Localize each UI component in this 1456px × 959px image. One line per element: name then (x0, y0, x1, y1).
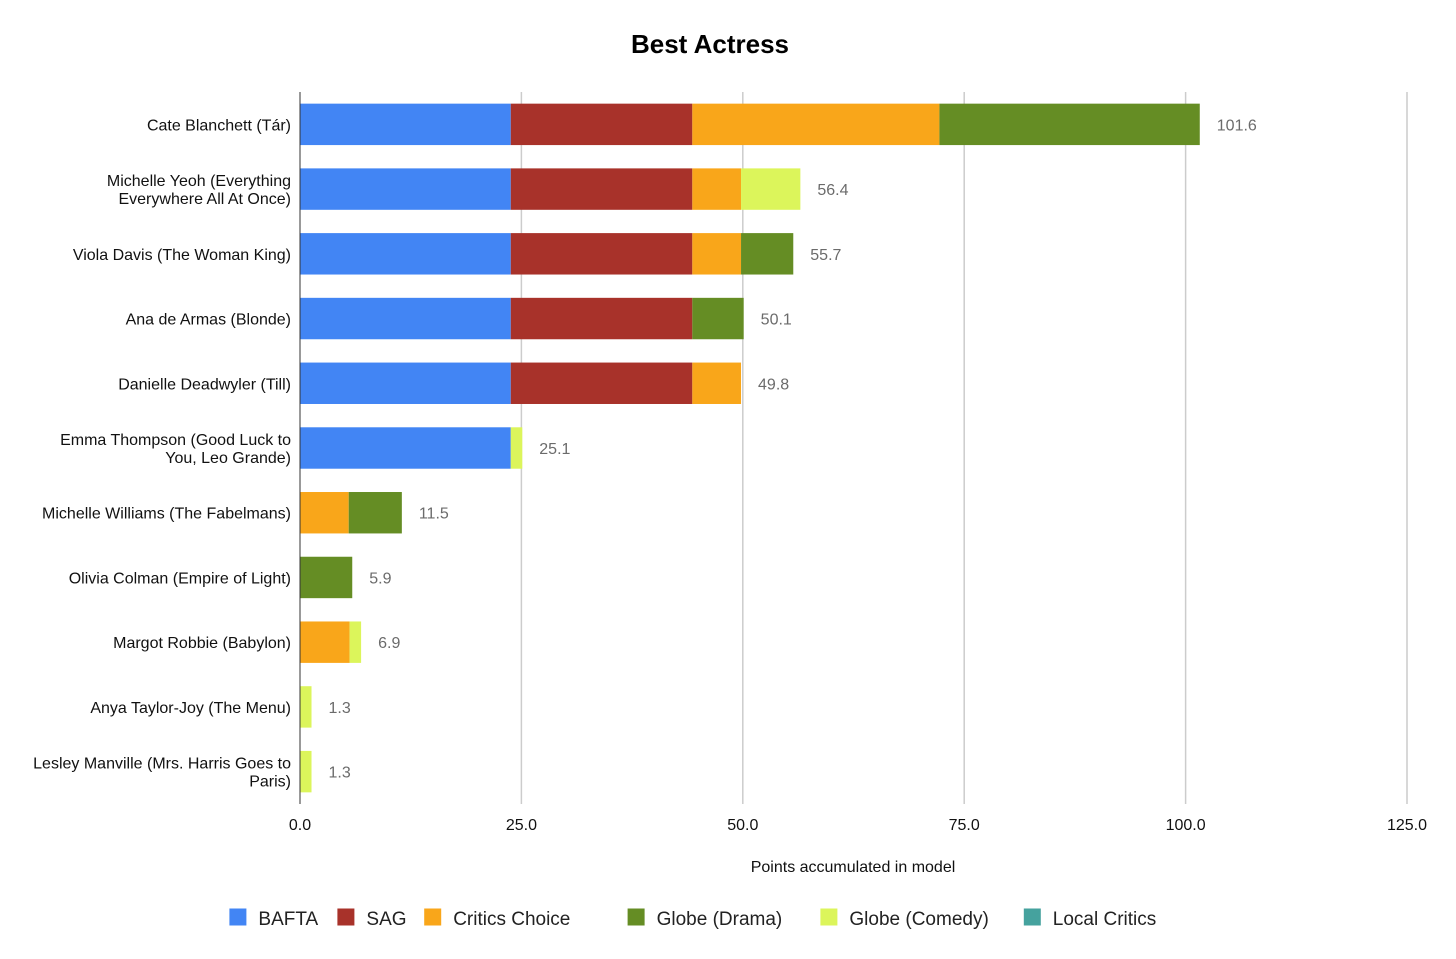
y-category-label: Michelle Williams (The Fabelmans) (42, 506, 291, 523)
y-category-label: Everywhere All At Once) (118, 191, 291, 208)
legend-swatch (820, 908, 838, 926)
bar-segment-critics-choice[interactable] (692, 103, 940, 146)
y-category-label: Viola Davis (The Woman King) (73, 247, 291, 264)
bar-total-label: 1.3 (329, 700, 351, 717)
bar-segment-critics-choice[interactable] (300, 492, 349, 534)
bar-segment-sag[interactable] (510, 297, 693, 340)
y-category-label: Danielle Deadwyler (Till) (118, 376, 291, 393)
bar-segment-globe-comedy-[interactable] (349, 621, 362, 663)
bar-segment-bafta[interactable] (300, 103, 511, 146)
bar-segment-bafta[interactable] (300, 168, 511, 210)
y-category-label: Ana de Armas (Blonde) (126, 312, 291, 329)
x-tick-label: 0.0 (289, 817, 311, 834)
bar-segment-sag[interactable] (510, 362, 693, 404)
bar-total-label: 1.3 (329, 765, 351, 782)
bar-total-label: 50.1 (761, 312, 792, 329)
legend-label: SAG (366, 909, 406, 930)
x-axis-title: Points accumulated in model (751, 859, 956, 876)
bar-segment-bafta[interactable] (300, 233, 511, 275)
bar-total-label: 49.8 (758, 376, 789, 393)
bar-segment-sag[interactable] (510, 103, 693, 146)
bar-total-label: 6.9 (378, 635, 400, 652)
legend-label: Critics Choice (453, 909, 570, 930)
bar-segment-globe-drama-[interactable] (939, 103, 1200, 146)
y-category-label: Anya Taylor-Joy (The Menu) (90, 700, 291, 717)
bar-segment-globe-drama-[interactable] (692, 297, 744, 340)
y-category-label: Emma Thompson (Good Luck to (60, 432, 291, 449)
y-category-label: Paris) (249, 774, 291, 791)
y-category-label: Margot Robbie (Babylon) (113, 635, 291, 652)
bar-segment-sag[interactable] (510, 233, 693, 275)
x-tick-label: 50.0 (727, 817, 758, 834)
bar-segment-globe-drama-[interactable] (300, 556, 353, 599)
y-category-label: Michelle Yeoh (Everything (107, 173, 291, 190)
bar-segment-globe-comedy-[interactable] (510, 427, 523, 469)
y-category-label: Cate Blanchett (Tár) (147, 117, 291, 134)
legend-swatch (1023, 908, 1041, 926)
bar-segment-bafta[interactable] (300, 427, 511, 469)
bar-total-label: 56.4 (817, 182, 848, 199)
legend-swatch (627, 908, 645, 926)
bar-segment-bafta[interactable] (300, 297, 511, 340)
legend-label: Globe (Comedy) (849, 909, 988, 930)
bar-total-label: 11.5 (419, 506, 449, 523)
bar-total-label: 101.6 (1217, 117, 1257, 134)
bar-segment-critics-choice[interactable] (692, 168, 742, 210)
legend-item[interactable]: Local Critics (1023, 908, 1156, 931)
legend-item[interactable]: Globe (Comedy) (820, 908, 989, 931)
bar-segment-sag[interactable] (510, 168, 693, 210)
x-tick-label: 125.0 (1387, 817, 1427, 834)
bar-segment-critics-choice[interactable] (692, 233, 742, 275)
bar-total-label: 55.7 (810, 247, 841, 264)
bar-segment-bafta[interactable] (300, 362, 511, 404)
y-category-label: You, Leo Grande) (165, 450, 291, 467)
bar-segment-critics-choice[interactable] (300, 621, 350, 663)
legend-label: BAFTA (258, 909, 318, 930)
y-category-label: Lesley Manville (Mrs. Harris Goes to (33, 756, 291, 773)
bar-segment-globe-comedy-[interactable] (300, 750, 312, 793)
x-tick-label: 75.0 (949, 817, 980, 834)
legend-swatch (424, 908, 442, 926)
bar-segment-globe-drama-[interactable] (741, 233, 794, 275)
bar-total-label: 25.1 (539, 441, 570, 458)
bar-total-label: 5.9 (369, 570, 391, 587)
bar-segment-globe-drama-[interactable] (348, 492, 402, 534)
legend-swatch (337, 908, 355, 926)
legend-item[interactable]: SAG (337, 908, 407, 931)
legend-item[interactable]: Globe (Drama) (627, 908, 783, 931)
legend-label: Local Critics (1053, 909, 1156, 930)
x-tick-label: 100.0 (1166, 817, 1206, 834)
legend-label: Globe (Drama) (657, 909, 783, 930)
legend-item[interactable]: BAFTA (229, 908, 319, 931)
bar-segment-globe-comedy-[interactable] (300, 686, 312, 728)
bar-segment-critics-choice[interactable] (692, 362, 742, 404)
y-category-label: Olivia Colman (Empire of Light) (69, 570, 291, 587)
legend-swatch (229, 908, 247, 926)
bar-segment-globe-comedy-[interactable] (741, 168, 801, 210)
legend-item[interactable]: Critics Choice (424, 908, 570, 931)
x-tick-label: 25.0 (506, 817, 537, 834)
chart-title: Best Actress (631, 29, 789, 59)
